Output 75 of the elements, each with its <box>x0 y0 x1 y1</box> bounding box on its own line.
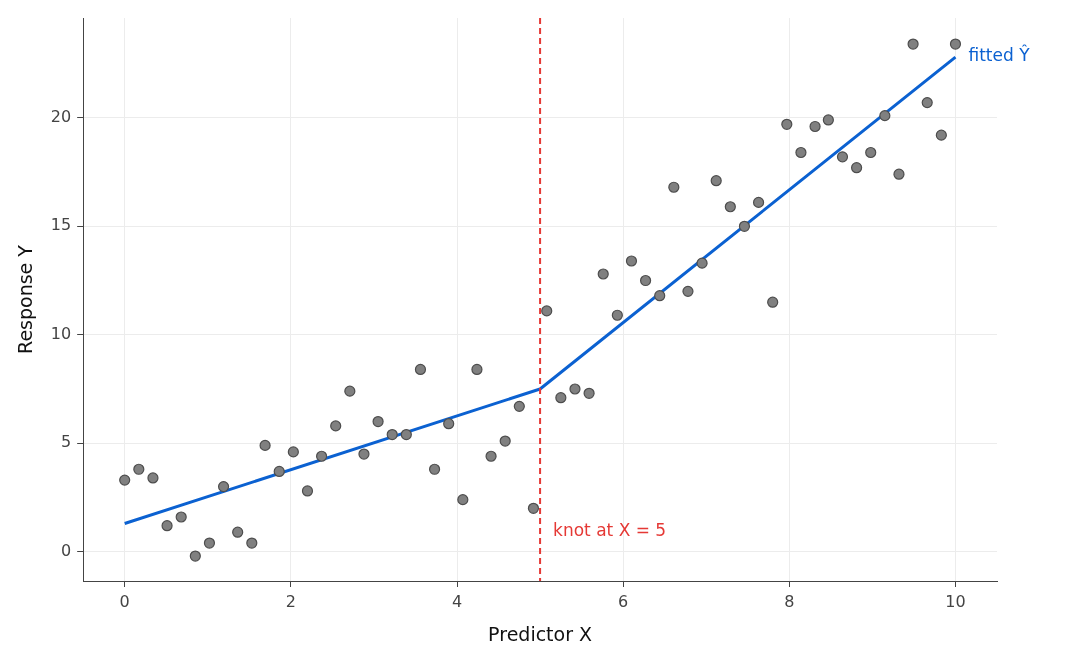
y-tick-label: 20 <box>50 106 72 126</box>
point <box>682 285 694 297</box>
point <box>583 387 595 399</box>
point <box>499 435 511 447</box>
point <box>315 450 328 462</box>
point <box>696 257 708 269</box>
point <box>907 38 919 50</box>
point <box>330 420 342 432</box>
point <box>639 274 652 287</box>
point <box>836 151 849 163</box>
ref-line-label: knot at X = 5 <box>553 520 667 541</box>
point <box>428 463 441 475</box>
y-tick-label: 10 <box>50 323 72 343</box>
point <box>822 114 834 126</box>
point <box>217 481 230 493</box>
point <box>386 428 398 441</box>
y-tick-label: 5 <box>60 432 72 452</box>
point <box>246 537 258 549</box>
point <box>287 446 299 458</box>
point <box>809 120 821 133</box>
point <box>935 129 947 141</box>
y-tick-label: 15 <box>50 215 72 235</box>
point <box>358 448 370 460</box>
point <box>203 537 216 549</box>
x-tick-label: 10 <box>945 591 966 611</box>
point <box>865 146 877 159</box>
point <box>597 268 609 280</box>
point <box>781 118 793 130</box>
point <box>232 526 244 538</box>
point <box>541 305 553 317</box>
point <box>767 296 779 308</box>
point <box>710 175 722 187</box>
x-tick-label: 4 <box>451 591 463 611</box>
point <box>133 463 145 475</box>
point <box>949 38 962 50</box>
point <box>119 474 131 486</box>
y-axis-title: Response Y <box>14 244 37 354</box>
point <box>921 97 933 109</box>
point <box>851 162 863 174</box>
point <box>724 201 736 213</box>
point <box>414 363 427 376</box>
point <box>344 385 356 397</box>
point <box>259 439 271 451</box>
point <box>654 290 666 302</box>
point <box>485 450 497 462</box>
point <box>625 255 638 267</box>
x-tick-label: 0 <box>119 591 130 611</box>
point <box>400 428 412 441</box>
x-tick-label: 2 <box>285 591 296 611</box>
point <box>147 472 159 484</box>
y-tick-label: 0 <box>60 540 72 560</box>
point <box>893 168 905 180</box>
point <box>301 485 314 497</box>
point <box>513 400 525 412</box>
point <box>443 418 455 430</box>
point <box>372 415 384 428</box>
point <box>879 110 891 122</box>
x-axis-title: Predictor X <box>488 622 593 645</box>
point <box>738 220 751 232</box>
series-label: fitted Ŷ <box>968 44 1031 66</box>
point <box>175 511 187 523</box>
point <box>795 146 807 159</box>
point <box>273 465 285 478</box>
point <box>668 181 680 193</box>
point <box>569 383 581 395</box>
point <box>611 309 623 321</box>
point <box>527 502 540 514</box>
point <box>555 392 567 404</box>
x-tick-label: 6 <box>618 591 629 611</box>
point <box>752 196 765 209</box>
point <box>471 363 483 376</box>
point <box>457 494 469 506</box>
point <box>161 520 173 532</box>
x-tick-label: 8 <box>784 591 795 611</box>
point <box>189 550 201 562</box>
